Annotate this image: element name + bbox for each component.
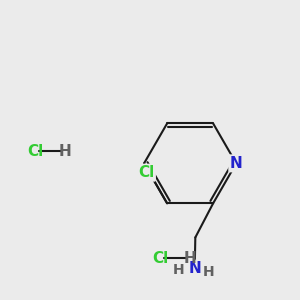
Text: Cl: Cl — [152, 251, 169, 266]
Text: N: N — [188, 261, 201, 276]
Text: H: H — [184, 251, 196, 266]
Text: Cl: Cl — [138, 165, 154, 180]
Text: Cl: Cl — [27, 144, 44, 159]
Text: H: H — [59, 144, 72, 159]
Text: H: H — [202, 265, 214, 279]
Text: H: H — [172, 263, 184, 277]
Text: N: N — [230, 156, 243, 171]
